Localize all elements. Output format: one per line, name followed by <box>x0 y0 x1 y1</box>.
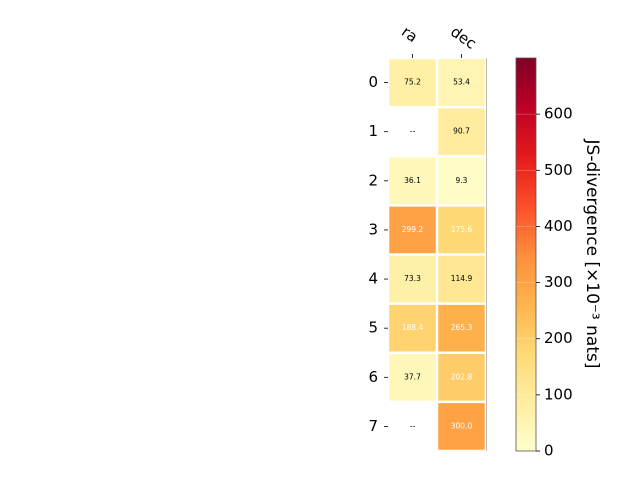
cell-value-label: -- <box>410 421 416 430</box>
heatmap-cell <box>389 206 436 254</box>
cell-value-label: 114.9 <box>451 274 473 283</box>
heatmap-cell <box>438 59 485 106</box>
colorbar-label: JS-divergence [×10⁻³ nats] <box>582 139 602 369</box>
row-tick-label: 3 <box>368 220 378 238</box>
row-tick-label: 5 <box>368 319 378 337</box>
heatmap-cell <box>438 354 485 401</box>
cell-value-label: 90.7 <box>453 127 470 136</box>
colorbar-tick-label: 300 <box>544 273 573 291</box>
heatmap-cell <box>438 157 485 205</box>
heatmap-cell <box>438 206 485 254</box>
cell-value-label: 75.2 <box>404 78 421 87</box>
colorbar-tick-label: 600 <box>544 105 573 123</box>
row-tick-label: 1 <box>368 122 378 140</box>
row-tick-label: 2 <box>368 171 378 189</box>
cell-value-label: 299.2 <box>402 225 424 234</box>
colorbar-tick-label: 200 <box>544 329 573 347</box>
row-tick-label: 0 <box>368 73 378 91</box>
cell-value-label: 202.8 <box>451 372 473 381</box>
colorbar-tick-label: 500 <box>544 161 573 179</box>
heatmap-cell <box>389 354 436 401</box>
cell-value-label: 9.3 <box>456 176 468 185</box>
cell-value-label: 175.6 <box>451 225 473 234</box>
heatmap-cells: 75.2 53.4 -- 90.7 36.1 9.3 299.2 175.6 73.3 114.9… <box>389 59 485 450</box>
heatmap-cell <box>389 59 436 106</box>
column-tick-label: ra <box>398 23 421 47</box>
cell-value-label: 37.7 <box>404 372 421 381</box>
colorbar-ticks: 0 100 200 300 400 500 600 <box>516 105 573 460</box>
column-tick-labels: ra dec <box>398 23 480 58</box>
cell-value-label: 300.0 <box>451 421 473 430</box>
column-tick-label: dec <box>447 23 479 53</box>
cell-value-label: 265.3 <box>451 323 473 332</box>
row-tick-labels: 0 1 2 3 4 5 6 7 <box>368 73 388 435</box>
heatmap-cell <box>438 108 485 155</box>
row-tick-label: 4 <box>368 270 378 288</box>
colorbar-gradient <box>515 57 537 452</box>
row-tick-label: 6 <box>368 368 378 386</box>
row-tick-label: 7 <box>368 417 378 435</box>
cell-value-label: 36.1 <box>404 176 421 185</box>
colorbar-tick-label: 400 <box>544 217 573 235</box>
heatmap-cell <box>389 304 436 352</box>
cell-value-label: -- <box>410 127 416 136</box>
colorbar-tick-label: 100 <box>544 385 573 403</box>
cell-value-label: 73.3 <box>404 274 421 283</box>
heatmap-cell <box>438 255 485 303</box>
heatmap-cell <box>438 403 485 450</box>
heatmap-cell <box>438 304 485 352</box>
cell-value-label: 188.4 <box>402 323 424 332</box>
heatmap-cell <box>389 157 436 205</box>
heatmap-cell <box>389 255 436 303</box>
cell-value-label: 53.4 <box>453 78 470 87</box>
colorbar: 0 100 200 300 400 500 600 JS-divergence [×10⁻³… <box>515 57 602 460</box>
colorbar-tick-label: 0 <box>544 442 554 460</box>
